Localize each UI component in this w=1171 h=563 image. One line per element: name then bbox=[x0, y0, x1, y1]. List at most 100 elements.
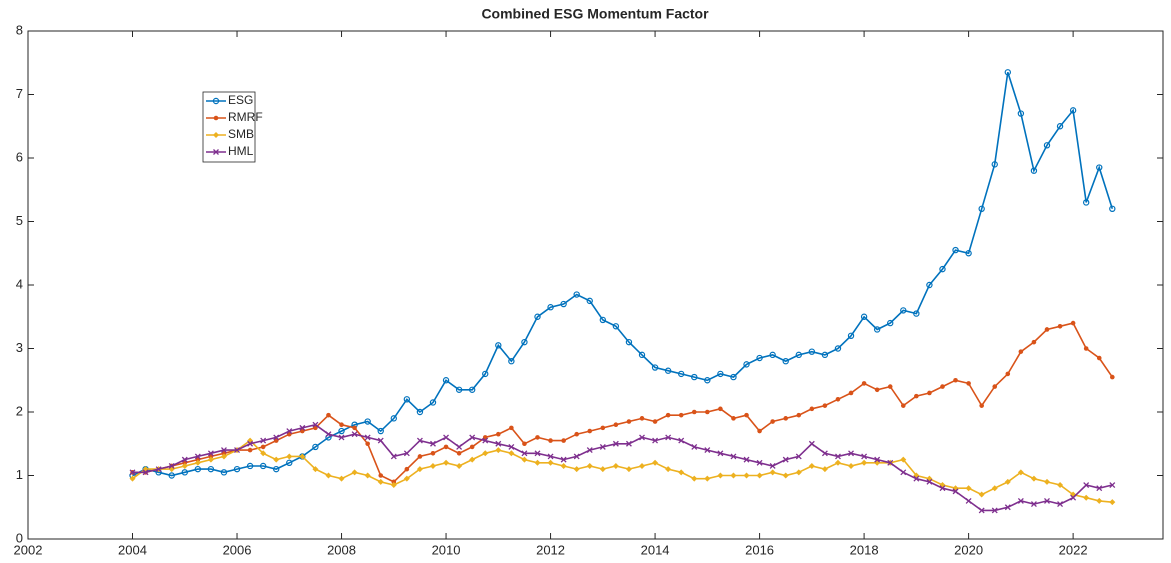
data-point bbox=[1070, 320, 1076, 326]
data-point bbox=[560, 300, 567, 308]
data-point bbox=[1069, 107, 1077, 114]
data-point bbox=[887, 384, 893, 389]
data-point bbox=[312, 421, 319, 428]
data-point bbox=[913, 310, 920, 317]
data-point bbox=[704, 377, 711, 384]
data-point bbox=[940, 384, 945, 389]
data-point bbox=[678, 437, 685, 444]
data-point bbox=[416, 466, 423, 473]
data-point bbox=[652, 459, 659, 466]
data-point bbox=[142, 469, 149, 476]
data-point bbox=[468, 386, 476, 393]
data-point bbox=[625, 440, 632, 447]
legend-label: ESG bbox=[228, 93, 253, 107]
data-point bbox=[547, 459, 554, 466]
data-point bbox=[312, 443, 319, 451]
data-point bbox=[155, 466, 162, 473]
data-point bbox=[1004, 69, 1011, 76]
data-point bbox=[652, 437, 659, 444]
data-point bbox=[521, 450, 528, 457]
data-point bbox=[770, 419, 775, 424]
series-line bbox=[132, 439, 1113, 503]
data-point bbox=[221, 447, 227, 454]
data-point bbox=[848, 462, 855, 469]
data-point bbox=[260, 444, 266, 450]
x-tick-label: 2002 bbox=[14, 542, 43, 557]
data-point bbox=[547, 453, 554, 460]
data-point bbox=[429, 399, 437, 406]
data-point bbox=[835, 397, 841, 402]
data-point bbox=[926, 478, 933, 485]
data-point bbox=[286, 459, 293, 466]
data-point bbox=[717, 450, 724, 457]
data-point bbox=[1083, 346, 1089, 351]
data-point bbox=[456, 450, 462, 456]
data-point bbox=[665, 466, 672, 473]
data-point bbox=[1057, 323, 1063, 329]
data-point bbox=[181, 462, 188, 469]
data-point bbox=[848, 450, 854, 457]
data-point bbox=[978, 491, 985, 498]
data-point bbox=[495, 342, 502, 349]
legend-marker bbox=[213, 149, 219, 155]
data-point bbox=[1096, 355, 1102, 361]
data-point bbox=[273, 434, 280, 441]
data-point bbox=[705, 409, 710, 415]
data-point bbox=[430, 450, 436, 456]
data-point bbox=[352, 425, 357, 431]
data-point bbox=[1109, 499, 1116, 506]
data-point bbox=[260, 437, 267, 444]
data-point bbox=[234, 447, 240, 454]
data-point bbox=[691, 475, 698, 482]
data-point bbox=[795, 351, 802, 359]
data-point bbox=[1070, 494, 1077, 501]
data-point bbox=[756, 459, 763, 466]
data-point bbox=[299, 424, 306, 431]
data-point bbox=[796, 412, 802, 418]
data-point bbox=[704, 447, 711, 454]
data-point bbox=[233, 465, 241, 473]
data-point bbox=[599, 466, 606, 473]
data-point bbox=[730, 373, 737, 381]
data-point bbox=[378, 473, 384, 478]
data-point bbox=[965, 497, 972, 504]
data-point bbox=[560, 462, 567, 469]
data-point bbox=[1096, 164, 1103, 171]
data-point bbox=[953, 377, 958, 383]
data-point bbox=[508, 450, 515, 457]
data-point bbox=[1044, 327, 1050, 332]
data-point bbox=[612, 323, 620, 330]
data-point bbox=[1110, 374, 1115, 380]
data-point bbox=[1018, 349, 1024, 354]
data-point bbox=[364, 434, 371, 441]
data-point bbox=[860, 313, 868, 320]
data-point bbox=[587, 428, 593, 434]
x-tick-label: 2016 bbox=[745, 542, 774, 557]
data-point bbox=[194, 465, 202, 473]
data-point bbox=[874, 387, 880, 393]
data-point bbox=[927, 390, 932, 396]
data-point bbox=[639, 462, 646, 469]
data-point bbox=[782, 358, 789, 365]
data-point bbox=[1096, 485, 1103, 492]
data-point bbox=[639, 434, 645, 441]
data-point bbox=[743, 456, 750, 463]
data-point bbox=[561, 438, 566, 443]
data-point bbox=[952, 488, 959, 495]
series-line bbox=[132, 72, 1114, 477]
data-point bbox=[847, 332, 855, 339]
data-point bbox=[808, 440, 815, 447]
data-point bbox=[443, 459, 450, 466]
data-point bbox=[873, 326, 881, 333]
data-point bbox=[900, 307, 907, 314]
data-point bbox=[312, 466, 319, 473]
data-point bbox=[522, 441, 527, 447]
data-point bbox=[861, 459, 868, 466]
data-point bbox=[351, 469, 358, 476]
data-point bbox=[808, 348, 816, 355]
data-point bbox=[586, 297, 593, 305]
data-point bbox=[416, 437, 423, 444]
data-point bbox=[625, 338, 633, 346]
data-point bbox=[691, 443, 698, 450]
data-point bbox=[965, 250, 972, 257]
